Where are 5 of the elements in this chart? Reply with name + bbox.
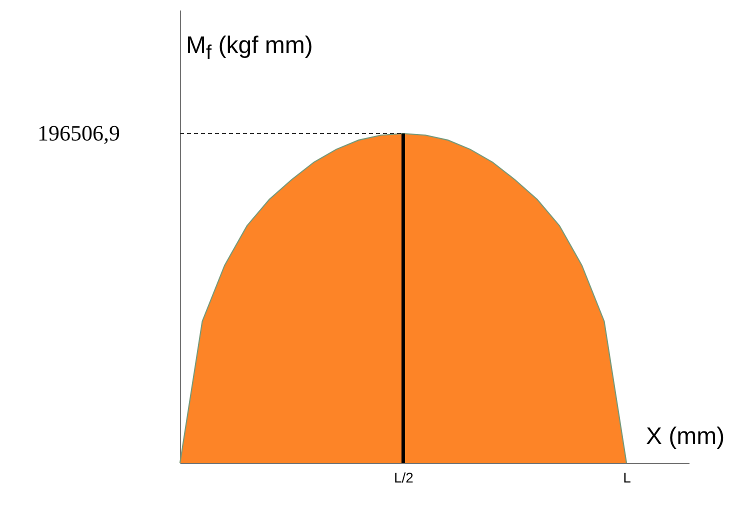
x-tick-label: L/2 [394,470,414,486]
y-axis-title: M$_{f}$ (kgf mm) [186,32,313,65]
x-tick-label: L [623,470,632,486]
x-axis-title: X (mm) [646,423,725,451]
text: 196506,9 [38,120,120,146]
